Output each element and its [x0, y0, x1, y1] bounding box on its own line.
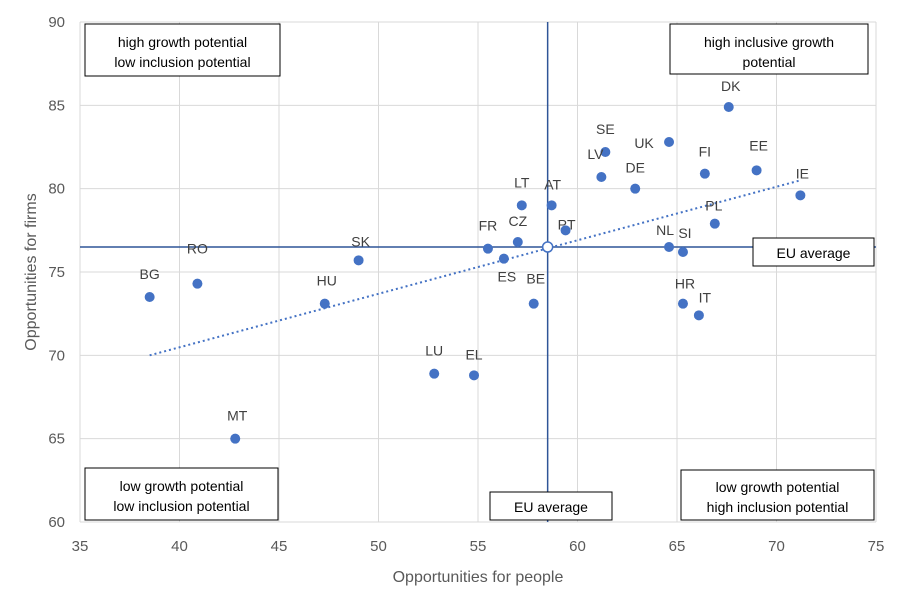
y-tick-label: 60	[48, 514, 65, 531]
x-tick-label: 35	[72, 538, 89, 555]
data-point-lt	[516, 200, 527, 211]
point-label-nl: NL	[656, 222, 674, 238]
point-label-mt: MT	[227, 408, 248, 424]
data-point-es	[498, 253, 509, 264]
data-point-nl	[664, 242, 675, 252]
data-point-be	[528, 298, 539, 309]
point-label-lv: LV	[587, 146, 604, 162]
data-point-fr	[482, 243, 493, 254]
point-label-dk: DK	[721, 78, 741, 94]
axis-ticks: 35 40 45 50 55 60 65 70 75 60 65 70 75 80 85 90	[48, 14, 884, 555]
data-point-pt	[560, 225, 571, 236]
x-tick-label: 40	[171, 538, 188, 555]
quadrant-bottom-right-line1: low growth potential	[716, 479, 840, 495]
quadrant-top-right-line1: high inclusive growth	[704, 34, 834, 50]
point-label-pt: PT	[558, 216, 576, 232]
y-tick-label: 80	[48, 181, 65, 198]
data-point-ie	[795, 190, 806, 201]
x-tick-label: 60	[569, 538, 586, 555]
point-label-ie: IE	[796, 165, 809, 181]
x-tick-label: 75	[868, 538, 885, 555]
data-point-lu	[429, 368, 440, 379]
data-point-se	[600, 147, 611, 157]
point-label-fr: FR	[479, 218, 498, 234]
data-point-fi	[699, 168, 710, 179]
quadrant-top-left: high growth potential low inclusion pote…	[84, 23, 281, 77]
trendline-path	[149, 179, 801, 357]
data-point-at	[546, 200, 557, 211]
data-points	[144, 102, 806, 444]
x-tick-label: 45	[271, 538, 288, 555]
point-label-de: DE	[625, 160, 644, 176]
trendline	[149, 179, 801, 357]
data-point-si	[677, 247, 688, 257]
y-tick-label: 75	[48, 264, 65, 281]
data-point-el	[469, 370, 480, 381]
eu-average-y-label: EU average	[777, 245, 851, 261]
eu-average-lines	[80, 22, 876, 522]
point-label-cz: CZ	[508, 213, 527, 229]
point-label-fi: FI	[699, 144, 711, 160]
x-tick-label: 55	[470, 538, 487, 555]
data-point-pl	[709, 218, 720, 229]
point-label-sk: SK	[351, 233, 370, 249]
point-label-ee: EE	[749, 137, 768, 153]
eu-average-horizontal-label: EU average	[752, 237, 875, 267]
x-tick-label: 50	[370, 538, 387, 555]
data-point-bg	[144, 292, 155, 302]
data-point-de	[630, 183, 641, 194]
point-label-at: AT	[544, 176, 561, 192]
point-label-es: ES	[498, 269, 517, 285]
quadrant-bottom-left-line1: low growth potential	[120, 478, 244, 494]
point-label-pl: PL	[705, 198, 722, 214]
y-axis-title: Opportunities for firms	[23, 193, 40, 350]
point-label-hr: HR	[675, 276, 695, 292]
quadrant-top-left-line2: low inclusion potential	[114, 54, 250, 70]
point-label-se: SE	[596, 121, 615, 137]
eu-average-x-label: EU average	[514, 499, 588, 515]
x-tick-label: 65	[669, 538, 686, 555]
data-point-sk	[353, 255, 364, 266]
data-point-hu	[319, 298, 330, 309]
data-point-it	[693, 310, 704, 321]
data-point-ro	[192, 278, 203, 289]
data-point-hr	[677, 298, 688, 309]
point-label-bg: BG	[140, 266, 160, 282]
quadrant-top-right-line2: potential	[743, 54, 796, 70]
x-axis-title: Opportunities for people	[393, 569, 564, 586]
point-label-hu: HU	[317, 273, 337, 289]
quadrant-bottom-left-line2: low inclusion potential	[113, 498, 249, 514]
y-tick-label: 65	[48, 431, 65, 448]
y-tick-label: 85	[48, 97, 65, 114]
y-tick-label: 90	[48, 14, 65, 31]
eu-average-vertical-label: EU average	[489, 491, 613, 521]
quadrant-bottom-right: low growth potential high inclusion pote…	[680, 469, 875, 521]
data-point-mt	[230, 433, 241, 444]
point-label-ro: RO	[187, 241, 208, 257]
quadrant-bottom-left: low growth potential low inclusion poten…	[84, 467, 279, 521]
point-label-el: EL	[465, 346, 482, 362]
x-tick-label: 70	[768, 538, 785, 555]
data-point-cz	[512, 237, 523, 247]
point-label-lu: LU	[425, 343, 443, 359]
point-label-be: BE	[526, 271, 545, 287]
data-point-lv	[596, 172, 607, 182]
point-label-it: IT	[699, 289, 712, 305]
point-labels: BG RO MT HU SK LU EL FR ES CZ LT BE AT PT LV SE DE UK NL SI…	[140, 78, 809, 424]
point-label-lt: LT	[514, 174, 530, 190]
point-label-uk: UK	[634, 135, 654, 151]
quadrant-bottom-right-line2: high inclusion potential	[707, 499, 849, 515]
gridlines	[79, 21, 877, 523]
quadrant-top-right: high inclusive growth potential	[669, 23, 869, 75]
point-label-si: SI	[678, 225, 691, 241]
quadrant-top-left-line1: high growth potential	[118, 34, 247, 50]
data-point-uk	[664, 137, 675, 147]
data-point-dk	[723, 102, 734, 112]
y-tick-label: 70	[48, 347, 65, 364]
data-point-ee	[751, 165, 762, 176]
eu-average-point	[541, 241, 554, 253]
